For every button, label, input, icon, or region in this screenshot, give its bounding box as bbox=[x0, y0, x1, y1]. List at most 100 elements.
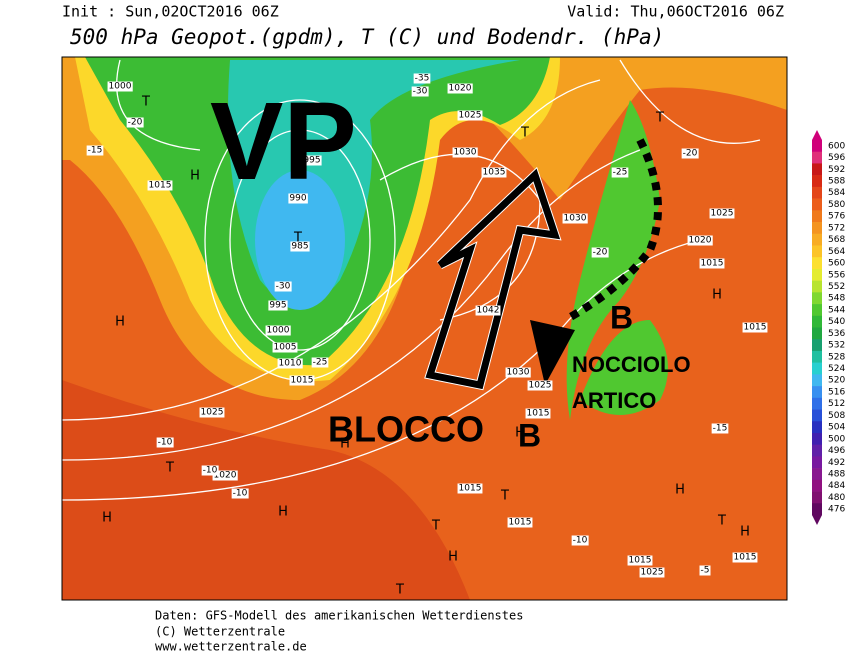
label-box bbox=[272, 342, 298, 353]
init-time: Init : Sun,02OCT2016 06Z bbox=[62, 3, 279, 21]
colorbar-segment bbox=[812, 350, 822, 363]
colorbar-segment bbox=[812, 198, 822, 211]
label-box bbox=[289, 375, 315, 386]
colorbar-segment bbox=[812, 409, 822, 422]
contour-label: -25 bbox=[313, 358, 328, 368]
colorbar-segment bbox=[812, 268, 822, 281]
colorbar-segment bbox=[812, 374, 822, 387]
label-box bbox=[290, 241, 310, 252]
label-box bbox=[562, 213, 588, 224]
label-box bbox=[413, 73, 431, 84]
pressure-center: T bbox=[655, 111, 664, 126]
colorbar-segment bbox=[812, 140, 822, 153]
contour-label: 995 bbox=[303, 156, 320, 166]
pressure-center: T bbox=[293, 231, 302, 246]
pressure-center: T bbox=[520, 126, 529, 141]
footer-source: Daten: GFS-Modell des amerikanischen Wet… bbox=[155, 609, 523, 623]
colorbar-segment bbox=[812, 233, 822, 246]
annotation-artico: ARTICO bbox=[572, 388, 656, 413]
contour-label: 1025 bbox=[201, 408, 224, 418]
label-box bbox=[481, 167, 507, 178]
pressure-center: H bbox=[712, 288, 722, 303]
label-box bbox=[457, 110, 483, 121]
colorbar-segment bbox=[812, 210, 822, 223]
contour-label: -10 bbox=[233, 489, 248, 499]
label-box bbox=[507, 517, 533, 528]
contour-label: -10 bbox=[158, 438, 173, 448]
colorbar-label: 572 bbox=[828, 223, 845, 233]
contour-label: -10 bbox=[203, 466, 218, 476]
pressure-center: T bbox=[141, 95, 150, 110]
label-box bbox=[447, 83, 473, 94]
trough-path bbox=[563, 138, 662, 324]
annotation-blocco: BLOCCO bbox=[328, 409, 484, 450]
colorbar: 6005965925885845805765725685645605565525… bbox=[812, 130, 845, 525]
colorbar-label: 508 bbox=[828, 411, 845, 421]
colorbar-label: 540 bbox=[828, 317, 845, 327]
warm-field bbox=[62, 380, 470, 600]
colorbar-bottom-cap bbox=[812, 515, 822, 525]
colorbar-label: 580 bbox=[828, 200, 845, 210]
pressure-center: T bbox=[431, 519, 440, 534]
contour-label: 1015 bbox=[527, 409, 550, 419]
colorbar-segment bbox=[812, 175, 822, 188]
label-box bbox=[126, 117, 144, 128]
pressure-center: T bbox=[395, 583, 404, 598]
contour-label: 995 bbox=[269, 301, 286, 311]
label-box bbox=[591, 247, 609, 258]
contour-label: 1015 bbox=[629, 556, 652, 566]
label-box bbox=[711, 423, 729, 434]
label-box bbox=[571, 535, 589, 546]
isobars bbox=[62, 59, 761, 501]
contour-label: 1025 bbox=[641, 568, 664, 578]
colorbar-label: 600 bbox=[828, 141, 845, 151]
footer-copyright: (C) Wetterzentrale bbox=[155, 625, 285, 639]
contour-label: 1005 bbox=[274, 343, 297, 353]
colorbar-segment bbox=[812, 327, 822, 340]
label-box bbox=[742, 322, 768, 333]
colorbar-segment bbox=[812, 503, 822, 516]
green-trough bbox=[566, 100, 660, 420]
colorbar-segment bbox=[812, 386, 822, 399]
contour-label: -35 bbox=[415, 74, 430, 84]
contour-label: 1035 bbox=[483, 168, 506, 178]
label-box bbox=[525, 408, 551, 419]
colorbar-segment bbox=[812, 186, 822, 199]
pressure-center: H bbox=[115, 315, 125, 330]
contour-label: 1000 bbox=[267, 326, 290, 336]
colorbar-segment bbox=[812, 292, 822, 305]
label-box bbox=[277, 358, 303, 369]
label-box bbox=[475, 305, 501, 316]
colorbar-segment bbox=[812, 339, 822, 352]
colorbar-label: 568 bbox=[828, 235, 845, 245]
colorbar-segment bbox=[812, 222, 822, 235]
pressure-center: T bbox=[165, 461, 174, 476]
contour-label: -20 bbox=[593, 248, 608, 258]
colorbar-segment bbox=[812, 315, 822, 328]
label-box bbox=[457, 483, 483, 494]
pressure-center: H bbox=[448, 550, 458, 565]
contour-label: 1025 bbox=[459, 111, 482, 121]
colorbar-label: 556 bbox=[828, 270, 845, 280]
contour-label: 1030 bbox=[454, 148, 477, 158]
label-box bbox=[452, 147, 478, 158]
label-box bbox=[201, 465, 219, 476]
colorbar-label: 548 bbox=[828, 294, 845, 304]
contour-label: 1020 bbox=[449, 84, 472, 94]
label-box bbox=[732, 552, 758, 563]
annotation-b: B bbox=[610, 299, 633, 335]
label-box bbox=[86, 145, 104, 156]
label-box bbox=[268, 300, 288, 311]
footer-url: www.wetterzentrale.de bbox=[155, 640, 307, 654]
colorbar-segment bbox=[812, 432, 822, 445]
label-box bbox=[505, 367, 531, 378]
map-frame bbox=[61, 56, 788, 601]
contour-label: 1042 bbox=[477, 306, 500, 316]
label-box bbox=[639, 567, 665, 578]
colorbar-label: 488 bbox=[828, 469, 845, 479]
contour-label: -15 bbox=[713, 424, 728, 434]
label-box bbox=[699, 258, 725, 269]
label-box bbox=[411, 86, 429, 97]
contour-label: -25 bbox=[613, 168, 628, 178]
